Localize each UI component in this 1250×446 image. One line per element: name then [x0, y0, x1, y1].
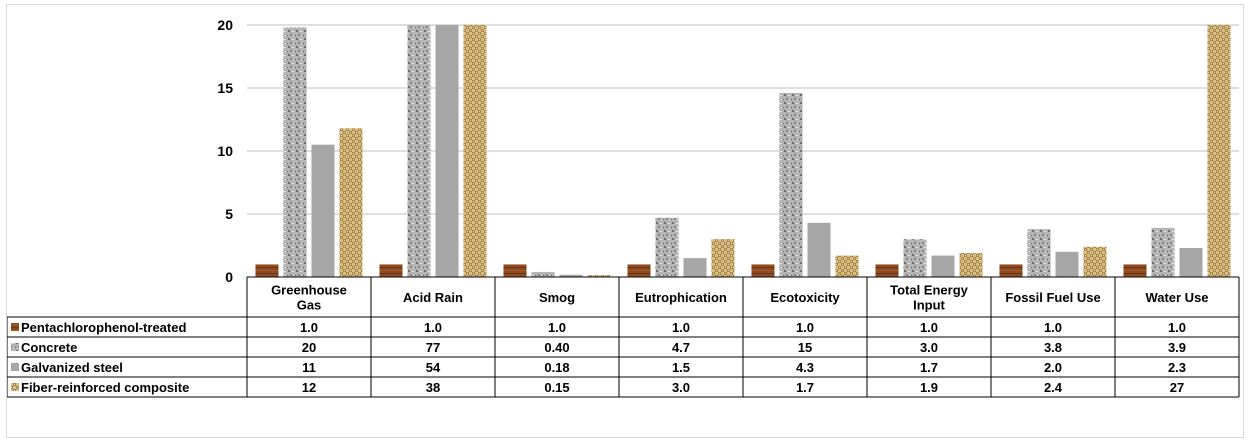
data-label: 2.4 — [1044, 380, 1063, 395]
bar — [339, 128, 363, 277]
bar — [711, 239, 735, 277]
bar — [779, 93, 803, 277]
category-label: Total Energy — [890, 283, 969, 298]
data-label: 3.0 — [672, 380, 690, 395]
bar — [1027, 229, 1051, 277]
y-tick-label: 15 — [217, 80, 233, 96]
data-label: 4.3 — [796, 360, 814, 375]
data-label: 2.3 — [1168, 360, 1186, 375]
legend-swatch — [11, 383, 19, 391]
category-label: Input — [913, 298, 945, 313]
data-label: 1.5 — [672, 360, 690, 375]
data-label: 1.0 — [300, 320, 318, 335]
data-label: 38 — [426, 380, 440, 395]
category-label: Water Use — [1145, 290, 1208, 305]
series-label: Fiber-reinforced composite — [21, 380, 189, 395]
bar — [931, 255, 955, 277]
category-label: Smog — [539, 290, 575, 305]
bar — [751, 264, 775, 277]
data-label: 15 — [798, 340, 812, 355]
bar — [1083, 246, 1107, 277]
bar — [875, 264, 899, 277]
bar — [1123, 264, 1147, 277]
bar — [655, 217, 679, 277]
bar — [531, 271, 555, 277]
bar — [1207, 25, 1231, 277]
data-label: 0.40 — [544, 340, 569, 355]
series-label: Pentachlorophenol-treated — [21, 320, 186, 335]
bar — [627, 264, 651, 277]
y-tick-label: 10 — [217, 143, 233, 159]
bar — [959, 253, 983, 277]
category-label: Ecotoxicity — [770, 290, 840, 305]
data-label: 1.0 — [424, 320, 442, 335]
data-label: 12 — [302, 380, 316, 395]
data-label: 54 — [426, 360, 441, 375]
data-label: 1.0 — [672, 320, 690, 335]
bar — [587, 275, 611, 277]
data-label: 3.0 — [920, 340, 938, 355]
y-tick-label: 0 — [225, 269, 233, 285]
bar — [463, 25, 487, 277]
legend-swatch — [11, 363, 19, 371]
category-label: Acid Rain — [403, 290, 463, 305]
category-label: Eutrophication — [635, 290, 727, 305]
category-label: Fossil Fuel Use — [1005, 290, 1100, 305]
category-label: Gas — [297, 298, 322, 313]
legend-swatch — [11, 343, 19, 351]
data-label: 4.7 — [672, 340, 690, 355]
chart-frame: 0 5 10 15 20 Greenhouse Gas Acid Rain Smog Eutro… — [6, 4, 1244, 438]
bar — [1179, 248, 1203, 277]
data-label: 20 — [302, 340, 316, 355]
category-label: Greenhouse — [271, 283, 347, 298]
bar — [503, 264, 527, 277]
data-label: 0.18 — [544, 360, 569, 375]
bar — [255, 264, 279, 277]
series-label: Concrete — [21, 340, 77, 355]
legend-swatch — [11, 323, 19, 331]
data-label: 1.0 — [1168, 320, 1186, 335]
data-label: 3.8 — [1044, 340, 1062, 355]
bar — [435, 25, 459, 277]
data-label: 3.9 — [1168, 340, 1186, 355]
bar — [283, 27, 307, 277]
data-label: 1.7 — [796, 380, 814, 395]
bar — [1055, 251, 1079, 277]
data-label: 27 — [1170, 380, 1184, 395]
bar — [807, 222, 831, 277]
bar — [379, 264, 403, 277]
data-label: 1.0 — [548, 320, 566, 335]
data-label: 77 — [426, 340, 440, 355]
bar — [407, 25, 431, 277]
data-label: 0.15 — [544, 380, 569, 395]
bar — [903, 239, 927, 277]
bar — [559, 274, 583, 277]
data-label: 1.0 — [1044, 320, 1062, 335]
y-tick-label: 5 — [225, 206, 233, 222]
data-label: 1.0 — [920, 320, 938, 335]
bars-layer — [255, 25, 1231, 277]
data-label: 11 — [302, 360, 316, 375]
y-tick-label: 20 — [217, 17, 233, 33]
data-label: 1.9 — [920, 380, 938, 395]
data-label: 1.0 — [796, 320, 814, 335]
data-label: 2.0 — [1044, 360, 1062, 375]
data-label: 1.7 — [920, 360, 938, 375]
bar — [999, 264, 1023, 277]
bar — [311, 144, 335, 277]
bar — [835, 255, 859, 277]
series-label: Galvanized steel — [21, 360, 123, 375]
bar — [1151, 227, 1175, 277]
bar — [683, 258, 707, 277]
